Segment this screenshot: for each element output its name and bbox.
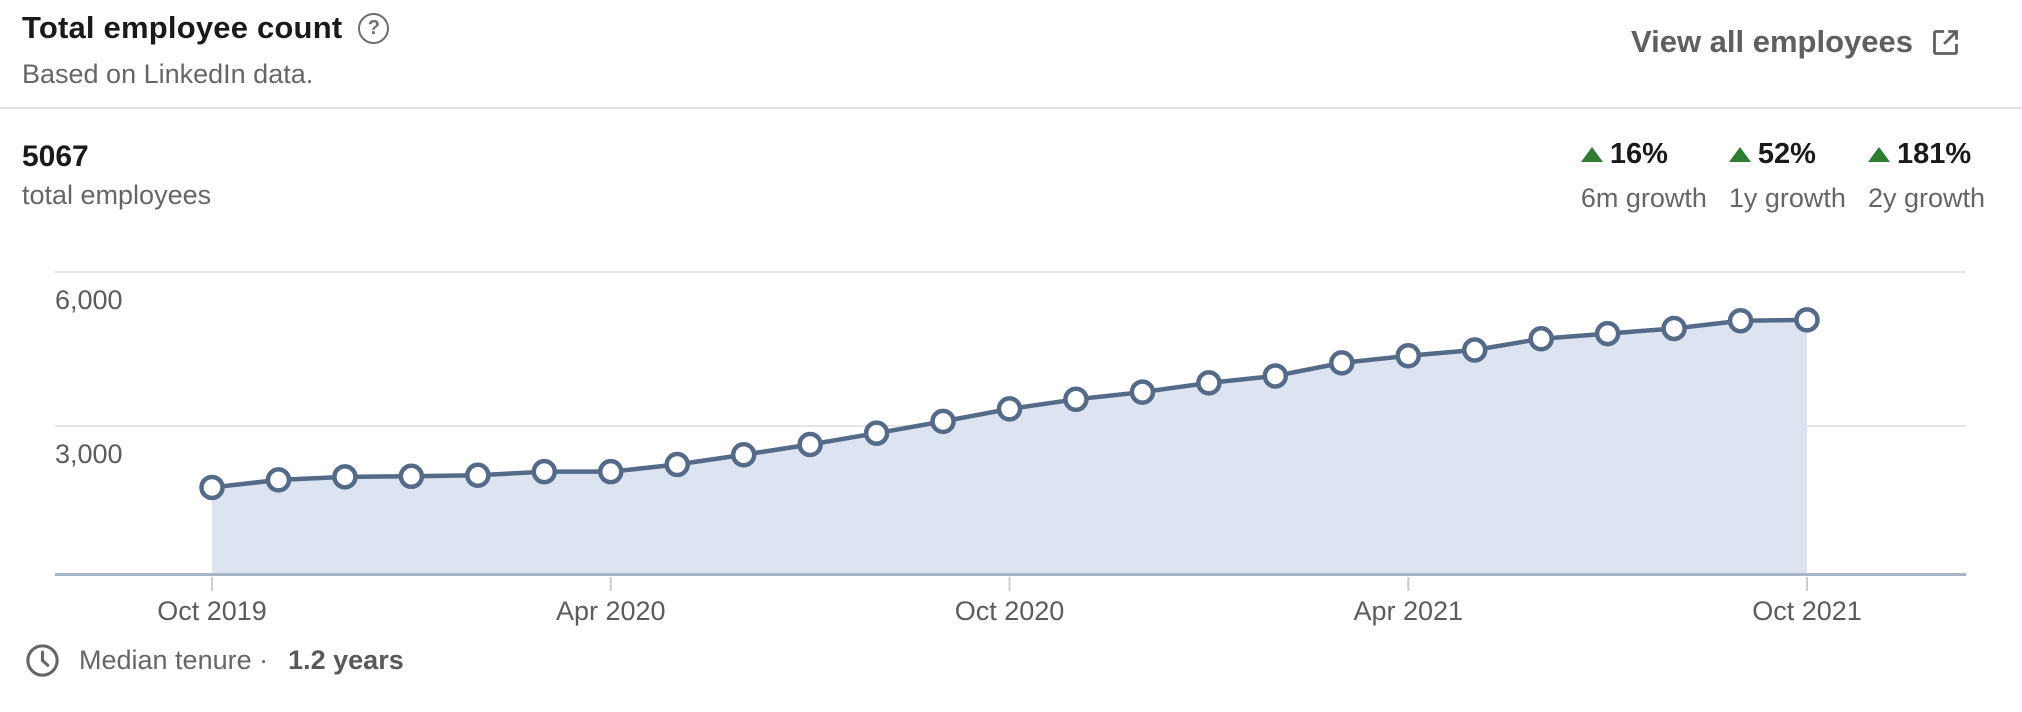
view-all-label: View all employees (1630, 24, 1913, 59)
help-icon[interactable]: ? (358, 12, 390, 44)
data-point[interactable] (1794, 307, 1820, 333)
data-point[interactable] (199, 474, 225, 501)
data-point[interactable] (1196, 370, 1222, 396)
data-point[interactable] (1329, 350, 1355, 376)
data-point[interactable] (332, 464, 358, 490)
x-axis-label: Apr 2020 (556, 596, 666, 626)
data-point[interactable] (1395, 343, 1421, 369)
page-title: Total employee count (22, 10, 343, 45)
growth-percent-row: 52% (1728, 138, 1816, 171)
data-point[interactable] (598, 458, 624, 485)
external-link-icon (1933, 29, 1958, 55)
view-all-employees-link[interactable]: View all employees (1631, 24, 1962, 60)
growth-stat: 16% 6m growth (1580, 138, 1707, 214)
y-axis-label: 3,000 (55, 439, 123, 469)
growth-period-label: 6m growth (1580, 183, 1707, 213)
header: Total employee count ? (22, 10, 390, 46)
growth-percent-row: 181% (1867, 138, 1972, 171)
x-axis-label: Oct 2019 (157, 596, 267, 626)
growth-up-triangle-icon (1867, 147, 1890, 162)
subtitle: Based on LinkedIn data. (22, 59, 314, 89)
data-point[interactable] (996, 396, 1023, 422)
data-point[interactable] (1461, 337, 1488, 363)
growth-percent: 52% (1757, 138, 1816, 170)
x-axis-label: Oct 2020 (955, 596, 1065, 626)
growth-stat: 181% 2y growth (1867, 138, 1985, 214)
data-point[interactable] (1129, 379, 1156, 405)
growth-up-triangle-icon (1728, 147, 1751, 162)
y-axis-label: 6,000 (55, 285, 123, 315)
clock-icon (26, 644, 59, 677)
data-point[interactable] (265, 467, 292, 493)
data-point[interactable] (1528, 325, 1554, 352)
data-point[interactable] (730, 441, 757, 468)
data-point[interactable] (863, 420, 890, 446)
x-axis-label: Apr 2021 (1353, 596, 1463, 626)
median-tenure-value: 1.2 years (288, 645, 404, 675)
data-point[interactable] (531, 458, 558, 485)
data-point[interactable] (1661, 315, 1687, 342)
growth-stat: 52% 1y growth (1728, 138, 1846, 214)
data-point[interactable] (930, 408, 956, 435)
header-divider (0, 107, 2022, 109)
x-axis-label: Oct 2021 (1752, 596, 1862, 626)
growth-period-label: 1y growth (1728, 183, 1846, 213)
data-point[interactable] (1594, 320, 1621, 347)
data-point[interactable] (398, 463, 425, 490)
growth-percent: 16% (1609, 138, 1668, 170)
growth-period-label: 2y growth (1867, 183, 1985, 213)
data-point[interactable] (797, 431, 823, 458)
median-tenure-label: Median tenure · (79, 645, 269, 675)
median-tenure: Median tenure · 1.2 years (24, 642, 404, 679)
growth-percent: 181% (1896, 138, 1972, 170)
growth-percent-row: 16% (1580, 138, 1668, 171)
total-employee-value: 5067 (22, 140, 89, 173)
total-employee-label: total employees (22, 180, 212, 210)
data-point[interactable] (1727, 308, 1754, 334)
growth-stats: 16% 6m growth 52% 1y growth 181% 2y growth (1580, 138, 1985, 214)
data-point[interactable] (1262, 363, 1289, 389)
data-point[interactable] (1063, 386, 1089, 413)
area-fill (212, 319, 1807, 573)
data-point[interactable] (465, 462, 491, 489)
data-point[interactable] (664, 451, 690, 478)
growth-up-triangle-icon (1580, 147, 1603, 162)
